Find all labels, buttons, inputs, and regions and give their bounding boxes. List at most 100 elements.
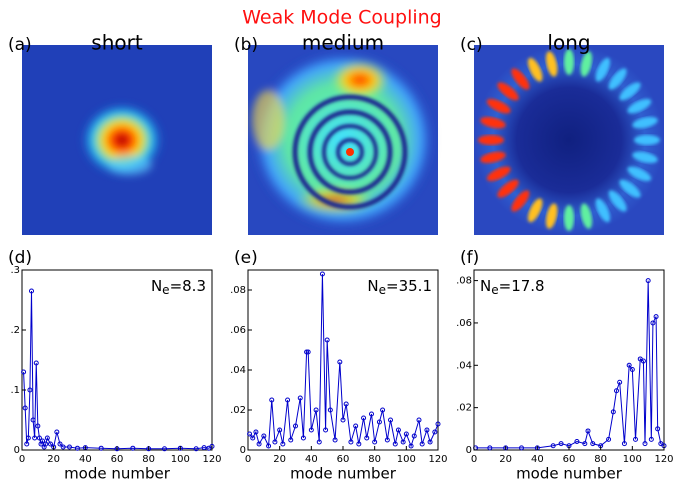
marker xyxy=(269,397,275,403)
x-axis-label: mode number xyxy=(516,465,623,483)
marker xyxy=(369,411,374,417)
lobe xyxy=(497,82,519,101)
plot-frame xyxy=(247,269,439,451)
marker xyxy=(519,445,524,451)
y-tick-label: 0 xyxy=(466,445,472,456)
panel-caption: short xyxy=(91,31,143,55)
marker xyxy=(642,441,648,447)
line xyxy=(249,273,439,448)
lobe xyxy=(486,166,511,182)
annotation-base: N xyxy=(480,277,491,295)
marker xyxy=(60,444,66,450)
marker xyxy=(247,431,253,437)
y-tick-label: .2 xyxy=(10,325,20,336)
marker xyxy=(633,436,638,442)
lobe xyxy=(608,68,627,90)
marker xyxy=(337,359,343,365)
x-tick-label: 40 xyxy=(305,454,318,465)
marker xyxy=(384,437,390,443)
y-tick-label: .02 xyxy=(230,405,246,416)
x-tick-label: 100 xyxy=(171,454,190,465)
marker xyxy=(285,397,291,403)
x-tick-label: 0 xyxy=(19,454,25,465)
x-tick-label: 20 xyxy=(499,454,512,465)
lobe xyxy=(527,198,543,223)
lobe xyxy=(564,49,574,75)
panel-caption: medium xyxy=(302,31,384,55)
marker xyxy=(305,349,311,355)
y-tick-label: 0 xyxy=(240,445,246,456)
y-tick-label: .1 xyxy=(10,385,20,396)
panel-label: (c) xyxy=(460,35,483,55)
marker xyxy=(300,435,306,441)
marker xyxy=(582,441,588,447)
lobe xyxy=(486,98,511,114)
panel-label: (a) xyxy=(8,35,32,55)
annotation-sub: e xyxy=(162,283,169,297)
marker xyxy=(272,439,278,445)
marker xyxy=(250,435,256,441)
marker xyxy=(621,441,627,447)
marker xyxy=(416,417,422,423)
marker xyxy=(408,443,414,449)
lobe xyxy=(619,179,641,198)
x-tick-label: 60 xyxy=(563,454,576,465)
x-tick-label: 0 xyxy=(471,454,477,465)
marker xyxy=(253,429,259,435)
marker xyxy=(614,388,619,394)
marker xyxy=(27,387,33,393)
marker xyxy=(364,435,370,441)
marker xyxy=(388,417,393,423)
marker xyxy=(487,445,493,451)
image-b xyxy=(248,45,438,235)
lobe xyxy=(632,116,658,129)
marker xyxy=(288,437,294,443)
marker xyxy=(380,407,386,413)
marker xyxy=(130,445,136,451)
panel-caption: long xyxy=(547,31,590,55)
marker xyxy=(44,435,50,441)
x-tick-label: 80 xyxy=(368,454,381,465)
marker xyxy=(48,441,53,447)
marker xyxy=(606,436,612,442)
y-tick-label: .02 xyxy=(456,403,472,414)
marker xyxy=(653,314,659,320)
image-a xyxy=(22,45,212,235)
marker xyxy=(319,271,325,277)
line xyxy=(475,280,665,449)
lobe xyxy=(580,203,593,229)
marker xyxy=(308,427,314,433)
marker xyxy=(376,419,382,425)
marker xyxy=(25,435,31,441)
marker xyxy=(323,427,329,433)
marker xyxy=(400,439,406,445)
marker xyxy=(324,337,330,343)
marker xyxy=(54,429,60,435)
marker xyxy=(550,443,556,449)
x-tick-label: 60 xyxy=(111,454,124,465)
lobe xyxy=(627,166,652,182)
marker xyxy=(74,445,80,451)
marker xyxy=(43,441,49,447)
marker xyxy=(590,441,596,447)
marker xyxy=(30,417,36,423)
panel-label: (f) xyxy=(460,248,479,268)
lobe xyxy=(511,190,530,212)
lobe xyxy=(580,51,593,77)
marker xyxy=(348,439,354,445)
y-tick-label: .06 xyxy=(456,318,472,329)
marker xyxy=(626,362,632,368)
marker xyxy=(98,445,104,451)
marker xyxy=(332,437,338,443)
marker xyxy=(40,438,46,444)
annotation-rest: =8.3 xyxy=(170,277,206,295)
figure-title: Weak Mode Coupling xyxy=(242,7,442,29)
marker xyxy=(585,428,591,434)
x-axis-label: mode number xyxy=(290,465,397,483)
x-tick-label: 60 xyxy=(337,454,350,465)
marker xyxy=(655,426,661,432)
plot-frame xyxy=(21,269,213,451)
x-axis-label: mode number xyxy=(64,465,171,483)
annotation-base: N xyxy=(151,277,162,295)
